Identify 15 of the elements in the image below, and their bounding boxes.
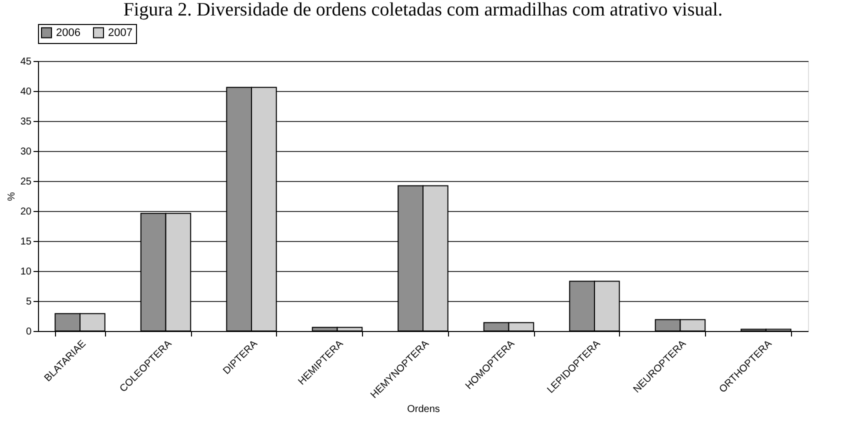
chart-title: Figura 2. Diversidade de ordens coletadas com armadilhas com atrativo visual. xyxy=(123,0,723,20)
y-tick-label: 25 xyxy=(20,176,32,188)
x-axis-title: Ordens xyxy=(407,404,440,416)
y-tick-label: 35 xyxy=(20,116,32,128)
y-tick-label: 45 xyxy=(20,56,32,68)
y-tick-label: 0 xyxy=(26,326,32,338)
y-tick-label: 10 xyxy=(20,266,32,278)
y-tick-label: 30 xyxy=(20,146,32,158)
y-axis-title: % xyxy=(6,192,18,201)
legend-label: 2006 xyxy=(56,26,80,39)
y-tick-label: 5 xyxy=(26,296,32,308)
legend-label: 2007 xyxy=(108,26,132,39)
y-tick-label: 15 xyxy=(20,236,32,248)
y-tick-label: 40 xyxy=(20,86,32,98)
y-tick-label: 20 xyxy=(20,206,32,218)
